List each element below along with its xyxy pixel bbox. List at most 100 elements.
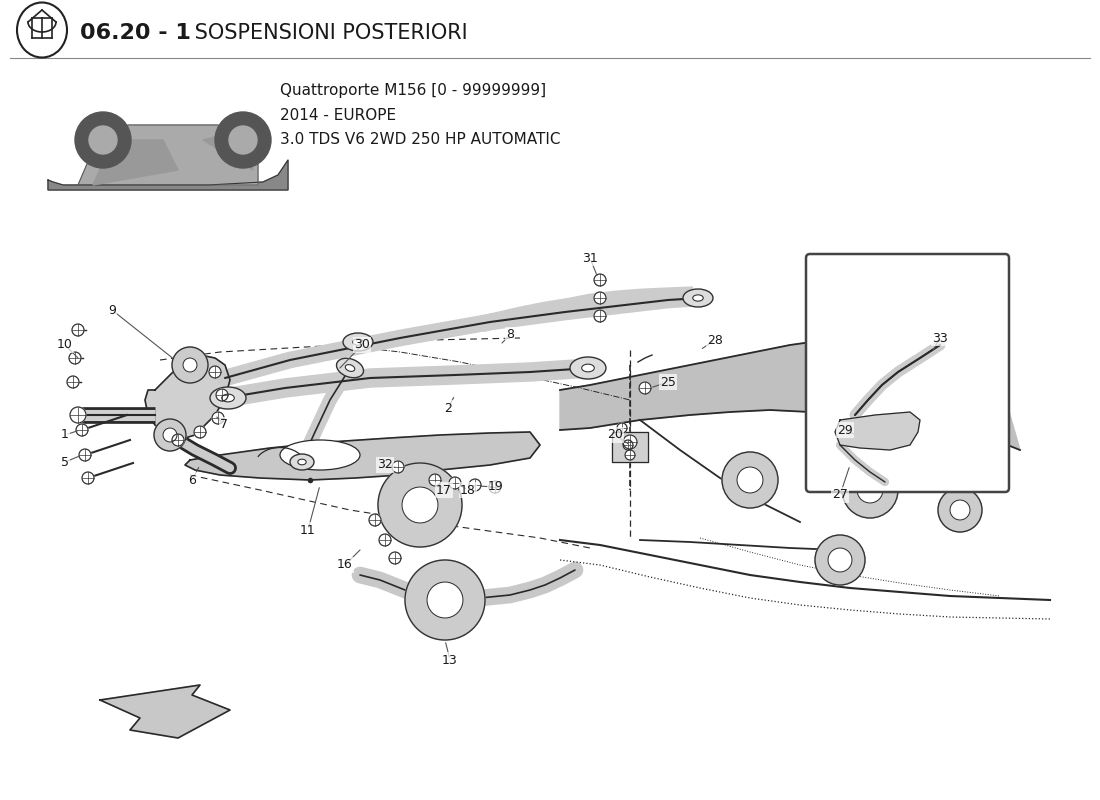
Text: 9: 9	[108, 303, 115, 317]
Circle shape	[594, 274, 606, 286]
Text: 1: 1	[62, 429, 69, 442]
Circle shape	[154, 419, 186, 451]
Circle shape	[405, 560, 485, 640]
Circle shape	[828, 548, 852, 572]
Text: 2014 - EUROPE: 2014 - EUROPE	[280, 107, 396, 122]
Circle shape	[69, 352, 81, 364]
Circle shape	[625, 450, 635, 460]
Text: 29: 29	[837, 423, 852, 437]
Circle shape	[849, 416, 861, 428]
Circle shape	[76, 424, 88, 436]
Polygon shape	[560, 335, 1020, 450]
Circle shape	[172, 347, 208, 383]
Circle shape	[79, 449, 91, 461]
Text: 06.20 - 1: 06.20 - 1	[80, 23, 191, 43]
Circle shape	[938, 488, 982, 532]
Circle shape	[737, 467, 763, 493]
Circle shape	[722, 452, 778, 508]
Circle shape	[212, 412, 224, 424]
Text: 5: 5	[60, 455, 69, 469]
Text: 28: 28	[707, 334, 723, 346]
Circle shape	[378, 463, 462, 547]
Polygon shape	[145, 355, 230, 438]
Circle shape	[469, 479, 481, 491]
Ellipse shape	[222, 394, 234, 402]
Ellipse shape	[345, 365, 354, 371]
Ellipse shape	[210, 387, 246, 409]
Circle shape	[229, 126, 257, 154]
Circle shape	[594, 292, 606, 304]
Ellipse shape	[298, 459, 306, 465]
Polygon shape	[94, 140, 178, 185]
Text: 16: 16	[337, 558, 353, 571]
Text: 25: 25	[660, 375, 675, 389]
Text: 7: 7	[220, 418, 228, 431]
Polygon shape	[78, 125, 258, 185]
Circle shape	[209, 366, 221, 378]
Ellipse shape	[570, 357, 606, 379]
Text: 27: 27	[832, 489, 848, 502]
Text: 8: 8	[506, 329, 514, 342]
Text: 30: 30	[354, 338, 370, 351]
Text: 11: 11	[300, 523, 316, 537]
Circle shape	[89, 126, 117, 154]
Circle shape	[815, 535, 865, 585]
Text: 32: 32	[377, 458, 393, 471]
Ellipse shape	[353, 339, 363, 345]
Circle shape	[594, 310, 606, 322]
Circle shape	[950, 500, 970, 520]
Text: 17: 17	[436, 483, 452, 497]
Circle shape	[82, 472, 94, 484]
Circle shape	[623, 440, 632, 450]
Polygon shape	[48, 160, 288, 190]
Circle shape	[842, 462, 898, 518]
Circle shape	[617, 423, 627, 433]
Text: 13: 13	[442, 654, 458, 666]
Ellipse shape	[16, 2, 67, 58]
Text: 19: 19	[488, 481, 504, 494]
Circle shape	[216, 389, 228, 401]
Circle shape	[886, 412, 898, 424]
Polygon shape	[185, 432, 540, 480]
Circle shape	[402, 487, 438, 523]
Ellipse shape	[693, 295, 703, 301]
Text: 2: 2	[444, 402, 452, 414]
Text: 10: 10	[57, 338, 73, 351]
Ellipse shape	[290, 454, 314, 470]
Text: 31: 31	[582, 251, 598, 265]
Circle shape	[490, 481, 500, 493]
Text: Quattroporte M156 [0 - 99999999]: Quattroporte M156 [0 - 99999999]	[280, 82, 546, 98]
Circle shape	[914, 354, 926, 366]
Circle shape	[67, 376, 79, 388]
Circle shape	[72, 324, 84, 336]
Circle shape	[623, 435, 637, 449]
Text: 33: 33	[932, 331, 948, 345]
Text: 18: 18	[460, 483, 476, 497]
Circle shape	[389, 552, 402, 564]
Ellipse shape	[343, 333, 373, 351]
Circle shape	[214, 112, 271, 168]
Polygon shape	[835, 412, 920, 450]
Text: 3.0 TDS V6 2WD 250 HP AUTOMATIC: 3.0 TDS V6 2WD 250 HP AUTOMATIC	[280, 133, 561, 147]
Ellipse shape	[683, 289, 713, 307]
Text: SOSPENSIONI POSTERIORI: SOSPENSIONI POSTERIORI	[188, 23, 468, 43]
Polygon shape	[100, 685, 230, 738]
Text: 20: 20	[607, 429, 623, 442]
Circle shape	[163, 428, 177, 442]
Polygon shape	[204, 135, 253, 170]
Circle shape	[857, 477, 883, 503]
Circle shape	[172, 434, 184, 446]
Circle shape	[75, 112, 131, 168]
Circle shape	[368, 514, 381, 526]
Circle shape	[427, 582, 463, 618]
Ellipse shape	[582, 364, 594, 372]
Circle shape	[639, 382, 651, 394]
Text: 6: 6	[188, 474, 196, 486]
Circle shape	[449, 477, 461, 489]
Circle shape	[429, 474, 441, 486]
Circle shape	[194, 426, 206, 438]
Polygon shape	[612, 432, 648, 462]
FancyBboxPatch shape	[806, 254, 1009, 492]
Circle shape	[392, 461, 404, 473]
Ellipse shape	[280, 440, 360, 470]
